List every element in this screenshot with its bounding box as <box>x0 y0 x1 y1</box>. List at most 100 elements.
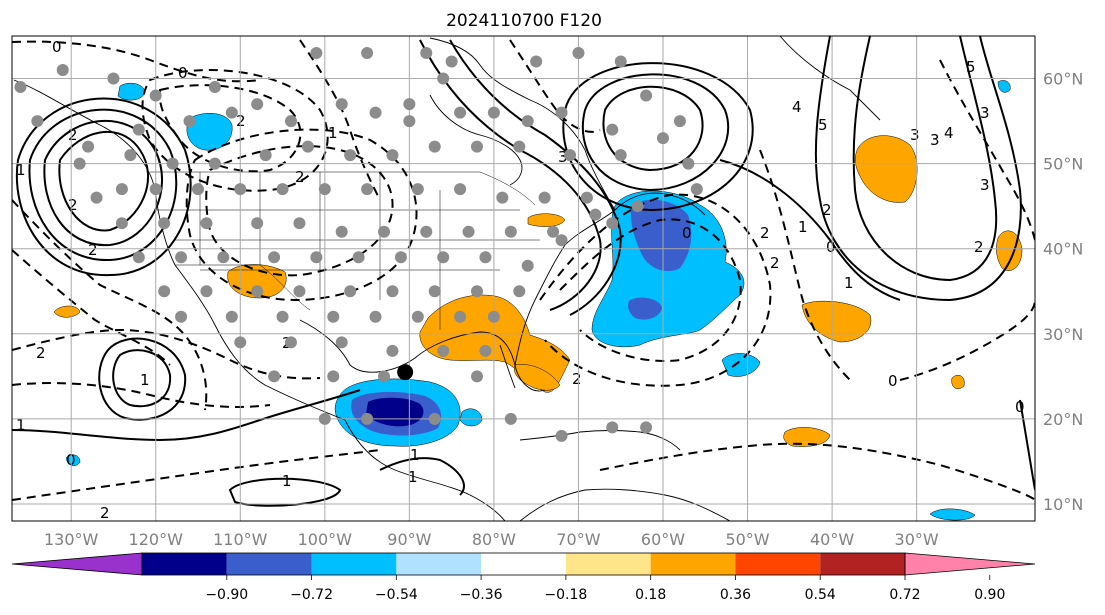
contour-label: 0 <box>52 38 62 56</box>
station-dot <box>454 183 467 196</box>
colorbar-extend-low <box>11 552 143 576</box>
contour-label: 0 <box>888 372 898 390</box>
colorbar-tick-label: 0.90 <box>974 587 1005 603</box>
border-us-canada <box>150 171 536 206</box>
colorbar-tick-label: 0.72 <box>889 587 920 603</box>
contour-ring-6 <box>98 337 187 421</box>
contour-label: 1 <box>410 446 420 464</box>
colorbar-segment <box>481 553 566 575</box>
colorbar-tick-label: −0.36 <box>460 587 503 603</box>
state-lines-2 <box>155 209 540 271</box>
shading-east-atlantic-2 <box>996 230 1023 271</box>
station-dot <box>285 115 297 128</box>
station-dot <box>285 336 297 349</box>
station-dot <box>225 310 238 323</box>
shading-pacific-orange <box>53 305 81 318</box>
contour-trough-east-2 <box>814 36 1022 302</box>
station-dot <box>564 149 576 162</box>
colorbar-tick-label: 0.18 <box>635 587 666 603</box>
contour-ring-4 <box>15 97 192 277</box>
station-dot <box>454 106 467 119</box>
contour-label: 3 <box>980 104 990 122</box>
contour-label: 3 <box>980 176 990 194</box>
contour-ring-3 <box>28 108 178 262</box>
contour-label: 2 <box>36 344 46 362</box>
contour-label: 1 <box>798 218 808 236</box>
shading-east-atlantic <box>721 353 761 377</box>
station-dot <box>318 412 331 425</box>
y-tick-label: 60°N <box>1043 70 1083 89</box>
contour-ring-2 <box>43 119 164 247</box>
station-dot <box>268 251 281 264</box>
contour-label: 0 <box>826 238 836 256</box>
station-dot <box>437 344 450 357</box>
colorbar-segment <box>565 553 651 575</box>
coastline-pacific-nw <box>13 79 346 421</box>
colorbar-segment <box>650 553 736 575</box>
station-dot <box>327 370 340 383</box>
station-dot <box>504 412 517 425</box>
x-tick-label: 90°W <box>387 530 431 549</box>
station-dot <box>640 89 653 102</box>
station-dot <box>318 183 331 196</box>
contour-label: 5 <box>966 58 976 76</box>
station-dot <box>124 149 137 162</box>
station-dot <box>673 115 686 128</box>
station-dot <box>378 225 390 238</box>
y-tick-label: 50°N <box>1043 155 1083 174</box>
station-dot <box>335 98 348 111</box>
colorbar-tick-label: −0.72 <box>290 587 333 603</box>
station-dot <box>208 81 221 94</box>
station-dot <box>437 72 450 85</box>
station-dot <box>386 285 399 298</box>
station-dot <box>90 191 103 204</box>
station-dot <box>132 251 145 264</box>
contour-label: 2 <box>88 241 98 259</box>
station-dot <box>310 251 323 264</box>
station-dot <box>73 157 86 170</box>
coastline-east-us <box>514 192 706 366</box>
x-tick-label: 30°W <box>895 530 939 549</box>
station-dot <box>487 310 500 323</box>
contour-label: 0 <box>178 64 188 82</box>
station-dot <box>420 225 433 238</box>
station-dot <box>56 64 69 77</box>
station-dot <box>547 225 560 238</box>
station-dot <box>378 370 390 383</box>
station-dot <box>234 336 247 349</box>
station-dot <box>428 140 441 153</box>
shading-atlantic-mid-2 <box>627 297 662 320</box>
station-dot <box>344 285 357 298</box>
x-tick-label: 70°W <box>556 530 600 549</box>
dashed-contour-8 <box>12 382 271 408</box>
contours-positive <box>12 36 1035 507</box>
contour-label: 2 <box>100 504 110 522</box>
station-dot <box>538 191 551 204</box>
shading-atlantic-small <box>951 375 965 389</box>
colorbar-tick-label: −0.54 <box>375 587 418 603</box>
contour-label: 1 <box>328 124 338 142</box>
colorbar-tick-label: −0.90 <box>205 587 248 603</box>
dashed-contour-14 <box>599 442 1035 501</box>
station-dot <box>344 149 357 162</box>
station-dot <box>437 251 450 264</box>
storm-center-marker <box>397 364 414 381</box>
station-dot <box>521 259 534 272</box>
contour-ring-9 <box>581 73 730 192</box>
station-dot <box>580 191 593 204</box>
y-axis-ticks: 10°N 20°N 30°N 40°N 50°N 60°N <box>1043 70 1083 514</box>
contour-label: 2 <box>822 201 832 219</box>
station-dot <box>369 310 382 323</box>
shading-gulf-small <box>459 408 483 427</box>
coastline-gulf-north <box>299 319 546 392</box>
shading-trop-atlantic <box>783 427 831 447</box>
station-dot <box>149 183 162 196</box>
station-dot <box>115 183 128 196</box>
border-us-mexico <box>175 264 311 311</box>
contour-label: 1 <box>844 274 854 292</box>
station-dot <box>225 106 238 119</box>
station-dot <box>158 217 171 230</box>
contour-label: 2 <box>236 112 246 130</box>
station-dot <box>234 183 247 196</box>
station-dot <box>200 217 213 230</box>
